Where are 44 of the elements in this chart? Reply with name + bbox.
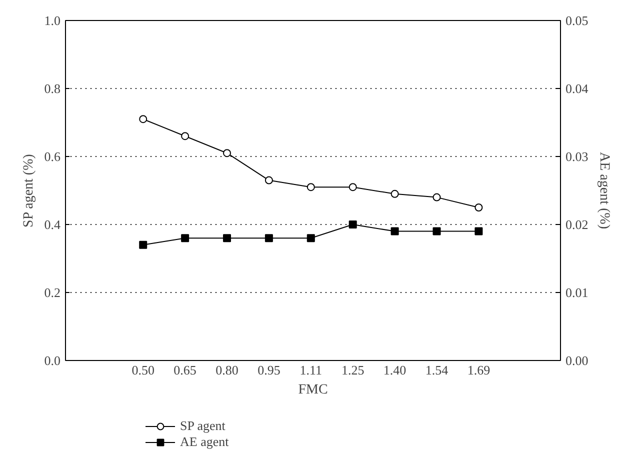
y-tick-label: 0.2 — [44, 285, 60, 300]
point — [139, 115, 148, 124]
x-tick-label: 0.95 — [258, 362, 280, 378]
y-tick-label: 0.6 — [44, 149, 61, 164]
y-axis-title: SP agent (%) — [21, 154, 36, 228]
point — [348, 220, 357, 228]
x-tick-label: 1.54 — [425, 362, 449, 378]
point — [306, 234, 315, 242]
point — [474, 227, 483, 236]
x-axis-title: FMC — [298, 382, 328, 398]
x-tick-label: 1.11 — [300, 362, 322, 378]
point — [264, 234, 273, 242]
point — [181, 132, 190, 140]
point — [348, 183, 357, 192]
x-tick-label: 1.40 — [383, 362, 406, 378]
point — [181, 234, 190, 242]
y2-tick-label: 0.05 — [566, 13, 588, 28]
point — [306, 183, 315, 192]
point — [223, 149, 232, 158]
point — [432, 193, 441, 202]
point — [432, 227, 441, 236]
y2-tick-label: 0.02 — [566, 217, 588, 232]
x-tick-label: 0.50 — [132, 362, 154, 378]
point — [390, 190, 399, 198]
x-tick-label: 1.69 — [467, 362, 490, 378]
x-tick-label: 0.65 — [174, 362, 196, 378]
y-tick-label: 0.4 — [44, 217, 61, 232]
y2-tick-label: 0.03 — [566, 149, 588, 164]
y2-tick-label: 0.04 — [566, 81, 589, 96]
point — [264, 176, 273, 184]
y-tick-label: 0.8 — [44, 81, 60, 96]
x-tick-label: 1.25 — [341, 362, 364, 378]
point — [474, 204, 483, 212]
point — [139, 240, 148, 249]
text: 0.00 — [566, 353, 588, 368]
point — [223, 234, 232, 242]
x-tick-label: 0.80 — [216, 362, 238, 378]
y2-tick-label: 0.01 — [566, 285, 588, 300]
y2-axis-title: AE agent (%) — [596, 152, 612, 230]
text: 1.0 — [44, 13, 60, 28]
text: 0.0 — [44, 353, 60, 368]
legend-label: AE agent — [180, 434, 229, 450]
point — [390, 227, 399, 236]
legend-label: SP agent — [180, 418, 226, 434]
